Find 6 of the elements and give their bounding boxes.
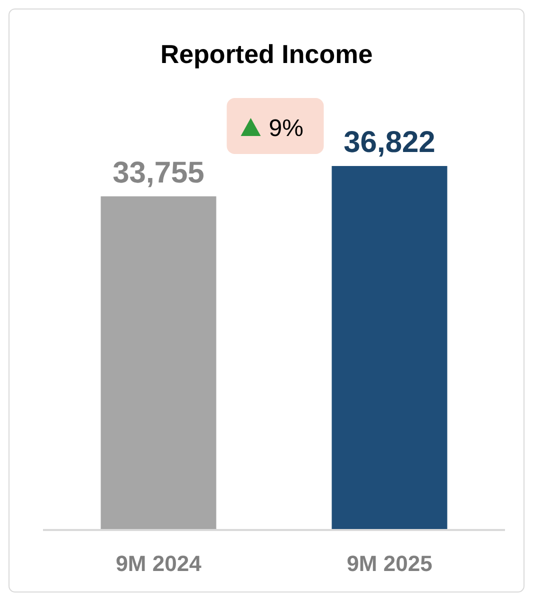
x-tick-label: 9M 2025: [346, 551, 432, 576]
data-label: 33,755: [112, 156, 204, 190]
data-label: 36,822: [344, 126, 436, 159]
text: 9%: [268, 115, 304, 142]
chart-title: Reported Income: [160, 39, 373, 69]
x-tick-label: 9M 2024: [116, 551, 202, 576]
